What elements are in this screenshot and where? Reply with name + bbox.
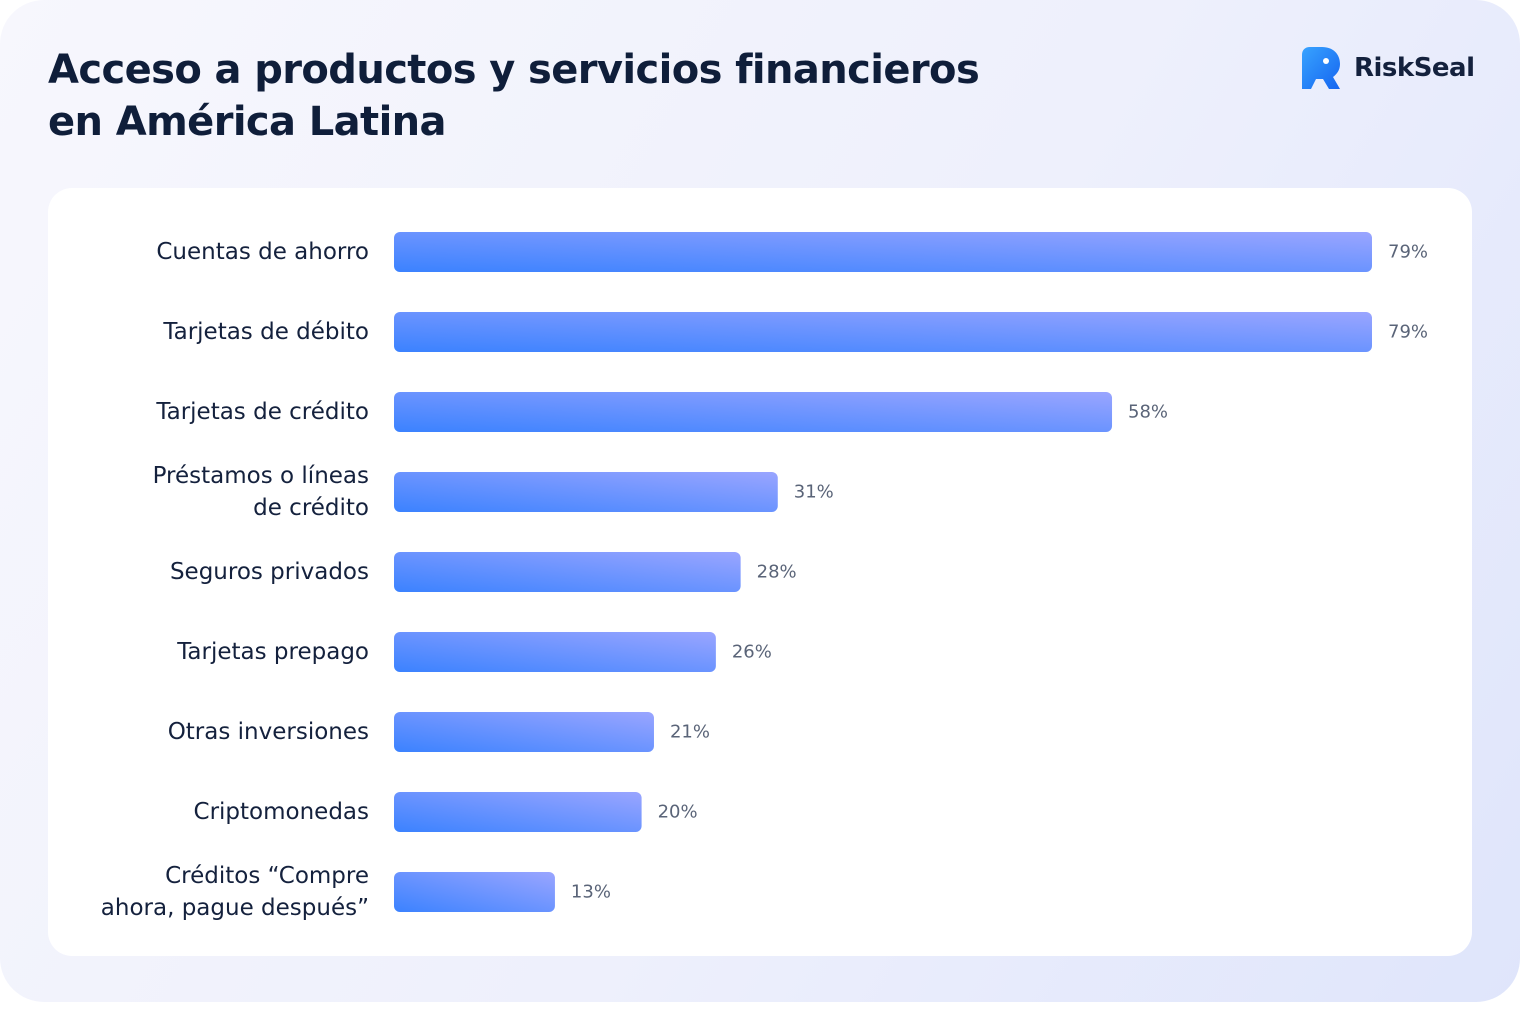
bar-chart: Cuentas de ahorro 79% Tarjetas de débito 79… <box>101 232 1428 921</box>
bar <box>394 712 654 752</box>
category-label: Tarjetas de débito <box>162 319 369 345</box>
bar-row: Criptomonedas 20% <box>194 792 698 832</box>
category-label: Criptomonedas <box>194 799 369 825</box>
riskseal-logo-icon <box>1302 47 1340 89</box>
brand-name: RiskSeal <box>1354 53 1475 83</box>
value-label: 28% <box>757 562 797 583</box>
category-label: Préstamos o líneas de crédito <box>153 463 369 521</box>
bar-row: Cuentas de ahorro 79% <box>156 232 1428 272</box>
category-label: Tarjetas prepago <box>176 639 369 665</box>
category-label: Tarjetas de crédito <box>155 399 369 425</box>
bar-row: Tarjetas de débito 79% <box>162 312 1428 352</box>
category-label: Seguros privados <box>170 559 369 585</box>
value-label: 20% <box>658 802 698 823</box>
bar <box>394 392 1113 432</box>
bar <box>394 312 1372 352</box>
bar-row: Préstamos o líneas de crédito 31% <box>153 463 834 521</box>
bar-row: Créditos “Compre ahora, pague después” 13% <box>101 863 611 921</box>
bar-row: Otras inversiones 21% <box>168 712 710 752</box>
category-label: Otras inversiones <box>168 719 369 745</box>
bar-row: Seguros privados 28% <box>170 552 797 592</box>
value-label: 21% <box>670 722 710 743</box>
value-label: 79% <box>1388 242 1428 263</box>
bar <box>394 872 555 912</box>
bar <box>394 232 1372 272</box>
bar <box>394 792 642 832</box>
value-label: 58% <box>1128 402 1168 423</box>
value-label: 31% <box>794 482 834 503</box>
brand-logo: RiskSeal <box>1302 47 1475 89</box>
bar <box>394 472 778 512</box>
bar-row: Tarjetas prepago 26% <box>176 632 772 672</box>
value-label: 26% <box>732 642 772 663</box>
chart-card: Cuentas de ahorro 79% Tarjetas de débito 79… <box>48 188 1472 956</box>
bar <box>394 552 741 592</box>
title-line-1: Acceso a productos y servicios financier… <box>48 47 980 93</box>
category-label: Cuentas de ahorro <box>156 239 369 265</box>
bar <box>394 632 716 672</box>
value-label: 13% <box>571 882 611 903</box>
title-line-2: en América Latina <box>48 99 447 145</box>
page-title: Acceso a productos y servicios financier… <box>48 44 1048 148</box>
bar-row: Tarjetas de crédito 58% <box>155 392 1168 432</box>
category-label: Créditos “Compre ahora, pague después” <box>101 863 369 921</box>
value-label: 79% <box>1388 322 1428 343</box>
